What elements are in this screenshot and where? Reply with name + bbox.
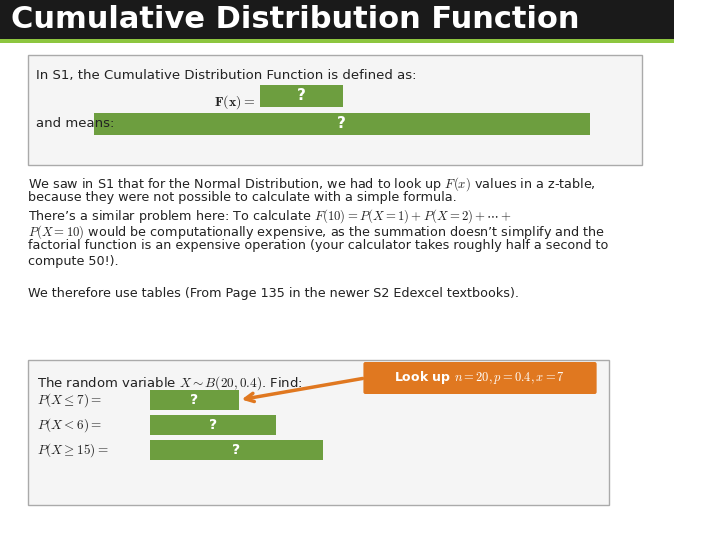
Text: ?: ?	[209, 418, 217, 432]
Text: The random variable $X{\sim}B(20, 0.4)$. Find:: The random variable $X{\sim}B(20, 0.4)$.…	[37, 374, 303, 392]
Text: $P(X \geq 15) = $: $P(X \geq 15) = $	[37, 441, 109, 459]
Text: Look up $n = 20, p = 0.4, x = 7$: Look up $n = 20, p = 0.4, x = 7$	[395, 369, 565, 387]
FancyBboxPatch shape	[94, 113, 590, 135]
Text: $P(X = 10)$ would be computationally expensive, as the summation doesn’t simplif: $P(X = 10)$ would be computationally exp…	[28, 223, 606, 241]
FancyBboxPatch shape	[150, 440, 323, 460]
Text: and means:: and means:	[35, 117, 114, 130]
FancyBboxPatch shape	[150, 390, 239, 410]
Text: factorial function is an expensive operation (your calculator takes roughly half: factorial function is an expensive opera…	[28, 239, 608, 252]
FancyBboxPatch shape	[150, 415, 276, 435]
FancyBboxPatch shape	[0, 0, 675, 40]
Text: ?: ?	[338, 117, 346, 132]
Text: ?: ?	[190, 393, 199, 407]
FancyBboxPatch shape	[364, 362, 597, 394]
Text: We therefore use tables (From Page 135 in the newer S2 Edexcel textbooks).: We therefore use tables (From Page 135 i…	[28, 287, 519, 300]
FancyBboxPatch shape	[0, 39, 675, 43]
Text: ?: ?	[233, 443, 240, 457]
Text: ?: ?	[297, 89, 306, 104]
Text: In S1, the Cumulative Distribution Function is defined as:: In S1, the Cumulative Distribution Funct…	[35, 69, 416, 82]
Text: There’s a similar problem here: To calculate $F(10) = P(X = 1) + P(X = 2) + \cdo: There’s a similar problem here: To calcu…	[28, 207, 513, 225]
FancyBboxPatch shape	[261, 85, 343, 107]
FancyBboxPatch shape	[28, 55, 642, 165]
Text: $P(X \leq 7) = $: $P(X \leq 7) = $	[37, 391, 102, 409]
Text: We saw in S1 that for the Normal Distribution, we had to look up $F(x)$ values i: We saw in S1 that for the Normal Distrib…	[28, 175, 596, 193]
FancyBboxPatch shape	[28, 360, 609, 505]
Text: $P(X < 6) = $: $P(X < 6) = $	[37, 416, 102, 434]
Text: Cumulative Distribution Function: Cumulative Distribution Function	[12, 5, 580, 35]
FancyArrowPatch shape	[246, 379, 363, 402]
Text: because they were not possible to calculate with a simple formula.: because they were not possible to calcul…	[28, 191, 457, 204]
Text: compute 50!).: compute 50!).	[28, 255, 119, 268]
Text: $\mathbf{F(x) =}$: $\mathbf{F(x) =}$	[215, 93, 256, 111]
